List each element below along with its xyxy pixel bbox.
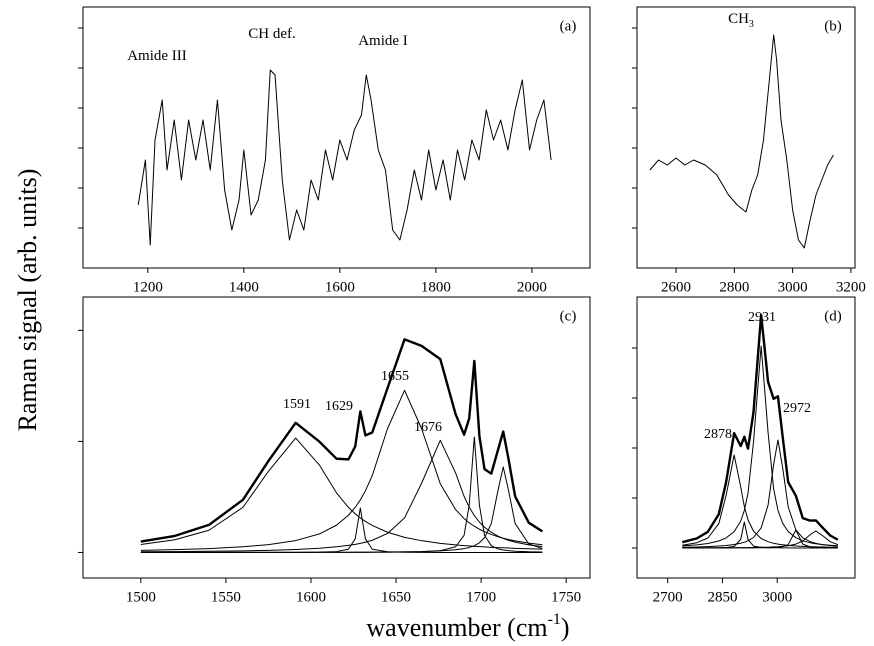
spectrum-line [140,437,543,550]
plot-area [681,313,839,549]
spectrum-line [137,69,552,246]
x-tick-label: 1650 [381,589,411,605]
panel: 1200 1400 1600 1800 2000 (a) Amide III CH def. A… [78,6,591,295]
annotation-text: CH def. [248,26,296,42]
annotation-text: 2878 [704,427,732,442]
x-axis-title-text: wavenumber (cm [366,613,547,642]
plot-frame [82,6,591,269]
plot-frame [82,296,591,579]
annotation: Amide I [358,33,408,49]
x-tick-label: 1500 [126,589,156,605]
annotation-text: CH [728,11,749,27]
annotation-text: 1591 [283,397,311,412]
plot-area [649,34,834,249]
x-tick-label: 1800 [421,279,451,295]
plot-frame [636,296,856,579]
annotation: Amide III [127,48,187,64]
annotation-text: 1655 [381,369,409,384]
spectrum-line [140,439,543,553]
x-tick-label: 1750 [551,589,581,605]
panel: 2600 2800 3000 3200 (b) CH3 [632,6,866,295]
annotation: 2878 [704,427,732,442]
annotation: 1591 [283,397,311,412]
x-tick-label: 1400 [229,279,259,295]
x-tick-label: 3000 [778,279,808,295]
spectrum-line [681,313,839,544]
panel-label: (c) [560,308,577,324]
x-axis-title: wavenumber (cm-1) [366,611,569,642]
x-tick-label: 1700 [466,589,496,605]
annotation-text: Amide III [127,48,187,64]
spectrum-line [140,466,543,553]
spectrum-line [682,530,839,549]
x-tick-label: 2700 [653,589,683,605]
annotation: 2972 [783,401,811,416]
annotation-text: 1629 [325,399,353,414]
plot-area [137,69,552,246]
x-tick-label: 3200 [836,279,866,295]
annotation: 1676 [414,420,442,435]
x-axis-title-exponent: -1 [548,611,561,628]
x-tick-label: 2850 [707,589,737,605]
panel-label: (d) [824,308,842,324]
annotation-text: Amide I [358,33,408,49]
panel: 1500 1550 1600 1650 1700 1750 (c) 1591 1629 1655 1… [78,296,591,605]
x-tick-label: 1600 [325,279,355,295]
spectrum-line [140,338,544,543]
annotation: 1629 [325,399,353,414]
x-tick-label: 3000 [762,589,792,605]
panel-label: (a) [560,18,577,34]
plot-frame [636,6,856,269]
y-axis-title: Raman signal (arb. units) [13,169,42,432]
x-axis-title-close: ) [561,613,570,642]
x-tick-label: 1550 [211,589,241,605]
annotation-text: 1676 [414,420,442,435]
x-tick-label: 2600 [661,279,691,295]
annotation: CH def. [248,26,296,42]
annotation-text: 2972 [783,401,811,416]
x-tick-label: 2000 [517,279,547,295]
x-tick-label: 2800 [719,279,749,295]
x-tick-label: 1600 [296,589,326,605]
plot-area [140,338,544,553]
spectrum-line [682,439,838,548]
panel-label: (b) [824,18,842,34]
annotation: CH3 [728,11,754,30]
annotation-subscript: 3 [749,19,754,30]
annotation: 1655 [381,369,409,384]
spectrum-line [649,34,834,249]
spectrum-line [682,345,838,547]
x-tick-label: 1200 [133,279,163,295]
